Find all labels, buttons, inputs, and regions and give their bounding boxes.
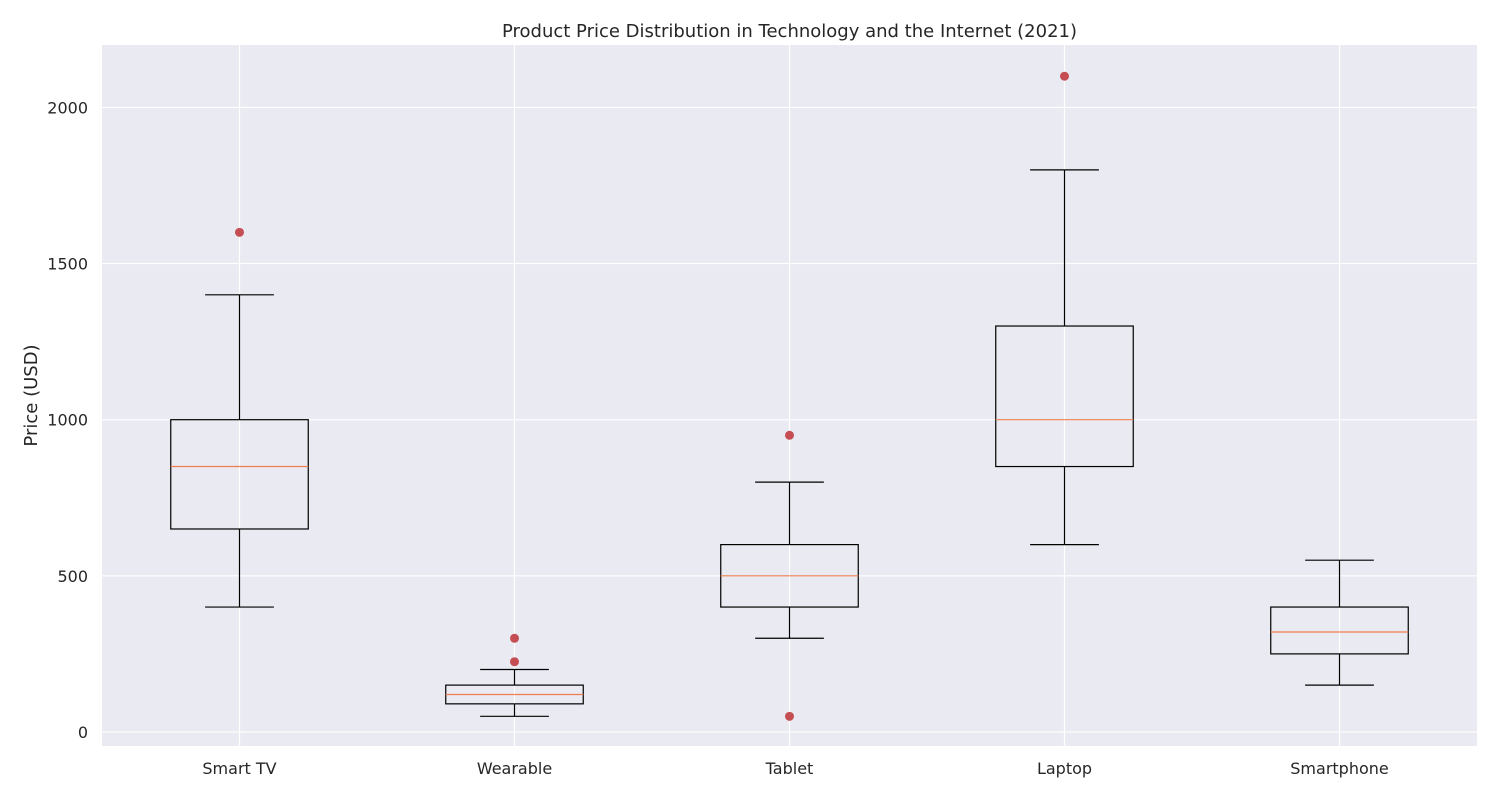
box-tablet (720, 430, 859, 721)
iqr-box (170, 419, 309, 530)
box-wearable (445, 633, 584, 717)
x-tick-label: Smart TV (202, 759, 276, 778)
box-series (170, 71, 1409, 721)
outlier-point (510, 657, 519, 667)
x-tick-label: Smartphone (1290, 759, 1388, 778)
iqr-box (1270, 606, 1409, 655)
y-tick-label: 2000 (47, 98, 88, 117)
x-axis-ticks: Smart TV Wearable Tablet Laptop Smartphone (202, 759, 1388, 778)
iqr-box (995, 325, 1134, 468)
outlier-point (235, 227, 244, 237)
y-tick-label: 0 (78, 723, 88, 742)
x-tick-label: Laptop (1037, 759, 1092, 778)
x-tick-label: Tablet (765, 759, 814, 778)
chart-title: Product Price Distribution in Technology… (502, 21, 1077, 42)
y-axis-ticks: 0 500 1000 1500 2000 (47, 98, 88, 741)
y-axis-label: Price (USD) (21, 344, 42, 446)
outlier-point (785, 430, 794, 440)
outlier-point (510, 633, 519, 643)
x-tick-label: Wearable (477, 759, 552, 778)
box-smart-tv (170, 227, 309, 608)
y-tick-label: 1000 (47, 411, 88, 430)
box-smartphone (1270, 559, 1409, 686)
y-tick-label: 500 (57, 567, 88, 586)
outlier-point (1060, 71, 1069, 81)
y-tick-label: 1500 (47, 255, 88, 274)
outlier-point (785, 711, 794, 721)
box-laptop (995, 71, 1134, 546)
